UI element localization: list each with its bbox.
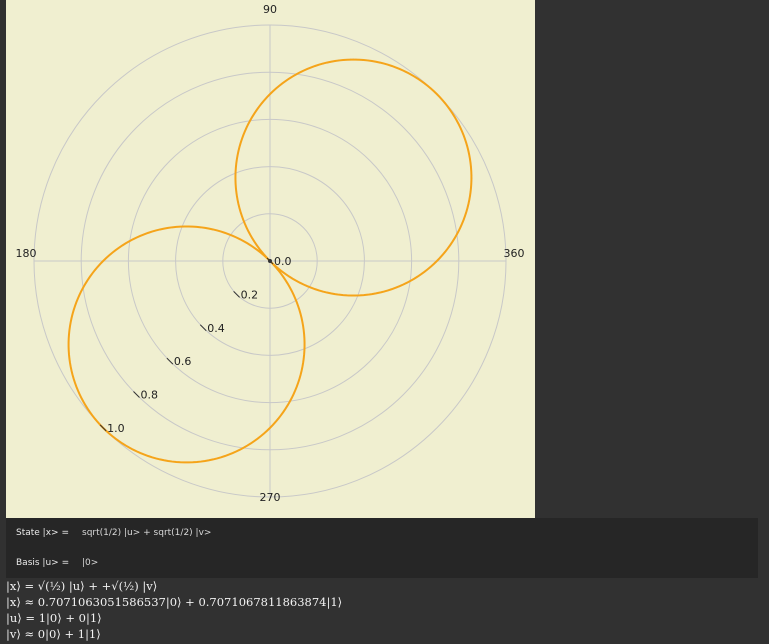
basis-v-expansion: |v⟩ ≈ 0|0⟩ + 1|1⟩	[6, 627, 101, 641]
polar-plot-panel: 90 180 360 270 0.0 0.2 0.4 0.6 0.8 1.0	[6, 0, 535, 518]
output-panel: |x⟩ = √(½) |u⟩ + +√(½) |v⟩ |x⟩ ≈ 0.70710…	[6, 579, 606, 643]
radial-tick-label: 0.2	[241, 288, 259, 301]
angle-label-360: 360	[504, 247, 525, 260]
radial-tick	[199, 324, 207, 332]
state-row: State |x> =	[6, 518, 758, 548]
radial-tick	[133, 391, 140, 398]
angle-label-180: 180	[16, 247, 37, 260]
radial-tick-label: 0.4	[207, 322, 225, 335]
input-panel: State |x> = Basis |u> =	[6, 518, 758, 578]
radial-tick-label: 1.0	[107, 422, 125, 435]
radial-tick-label: 0.0	[274, 255, 292, 268]
basis-label: Basis |u> =	[16, 558, 70, 568]
state-curve-series	[67, 58, 473, 464]
polar-grid	[33, 24, 507, 498]
basis-input[interactable]	[76, 552, 758, 574]
state-approximation: |x⟩ ≈ 0.7071063051586537|0⟩ + 0.70710678…	[6, 595, 343, 609]
radial-tick-label: 0.8	[140, 389, 158, 402]
radial-tick	[99, 424, 107, 432]
plot-labels: 90 180 360 270 0.0 0.2 0.4 0.6 0.8 1.0	[16, 3, 525, 504]
radial-tick	[233, 291, 240, 298]
radial-tick-label: 0.6	[174, 355, 192, 368]
basis-u-expansion: |u⟩ = 1|0⟩ + 0|1⟩	[6, 611, 102, 625]
radial-tick	[166, 357, 174, 365]
state-input[interactable]	[76, 522, 758, 544]
polar-plot: 90 180 360 270 0.0 0.2 0.4 0.6 0.8 1.0	[16, 3, 525, 504]
state-decomposition: |x⟩ = √(½) |u⟩ + +√(½) |v⟩	[6, 579, 158, 593]
angle-label-270: 270	[260, 491, 281, 504]
angle-label-90: 90	[263, 3, 277, 16]
radial-tick	[266, 257, 274, 265]
state-label: State |x> =	[16, 528, 69, 538]
basis-row: Basis |u> =	[6, 548, 758, 578]
